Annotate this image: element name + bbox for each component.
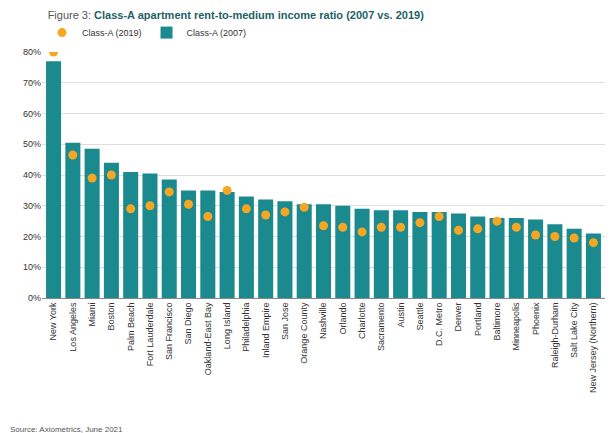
svg-text:40%: 40%	[23, 170, 41, 180]
svg-text:Charlotte: Charlotte	[357, 303, 367, 340]
svg-text:New Jersey (Northern): New Jersey (Northern)	[588, 303, 598, 394]
svg-text:60%: 60%	[23, 109, 41, 119]
svg-text:San Francisco: San Francisco	[164, 303, 174, 361]
svg-text:Salt Lake City: Salt Lake City	[569, 302, 579, 358]
svg-text:Portland: Portland	[473, 303, 483, 337]
svg-text:San Jose: San Jose	[280, 303, 290, 341]
svg-text:Source: Axiometrics, June 2021: Source: Axiometrics, June 2021	[10, 425, 123, 433]
svg-text:Sacramento: Sacramento	[376, 303, 386, 352]
svg-text:Fort Lauderdale: Fort Lauderdale	[145, 303, 155, 367]
svg-text:Seattle: Seattle	[415, 303, 425, 331]
svg-text:20%: 20%	[23, 232, 41, 242]
svg-text:Class-A (2007): Class-A (2007)	[187, 28, 247, 38]
svg-text:Raleigh-Durham: Raleigh-Durham	[550, 303, 560, 369]
svg-text:D.C. Metro: D.C. Metro	[434, 303, 444, 347]
svg-text:Austin: Austin	[396, 303, 406, 328]
svg-text:Figure 3: Class-A apartment re: Figure 3: Class-A apartment rent-to-medi…	[48, 9, 425, 21]
svg-text:Orlando: Orlando	[338, 303, 348, 335]
svg-text:Miami: Miami	[87, 303, 97, 327]
svg-text:0%: 0%	[28, 293, 41, 303]
svg-text:Los Angeles: Los Angeles	[68, 302, 78, 352]
svg-text:Long Island: Long Island	[222, 303, 232, 350]
svg-text:10%: 10%	[23, 262, 41, 272]
svg-text:Baltimore: Baltimore	[492, 303, 502, 341]
svg-text:Boston: Boston	[106, 303, 116, 331]
svg-text:Inland Empire: Inland Empire	[261, 303, 271, 359]
svg-text:Phoenix: Phoenix	[531, 302, 541, 335]
svg-text:30%: 30%	[23, 201, 41, 211]
svg-text:New York: New York	[48, 302, 58, 341]
svg-text:50%: 50%	[23, 139, 41, 149]
svg-text:Minneapolis: Minneapolis	[511, 302, 521, 351]
svg-text:Philadelphia: Philadelphia	[241, 303, 251, 352]
svg-text:Denver: Denver	[453, 303, 463, 332]
svg-text:Palm Beach: Palm Beach	[126, 303, 136, 352]
svg-text:Orange County: Orange County	[299, 302, 309, 364]
svg-text:Nashville: Nashville	[318, 303, 328, 340]
svg-text:70%: 70%	[23, 78, 41, 88]
svg-text:Class-A (2019): Class-A (2019)	[82, 28, 142, 38]
svg-text:San Diego: San Diego	[183, 303, 193, 345]
svg-text:Oakland-East Bay: Oakland-East Bay	[203, 302, 213, 375]
svg-text:80%: 80%	[23, 47, 41, 57]
